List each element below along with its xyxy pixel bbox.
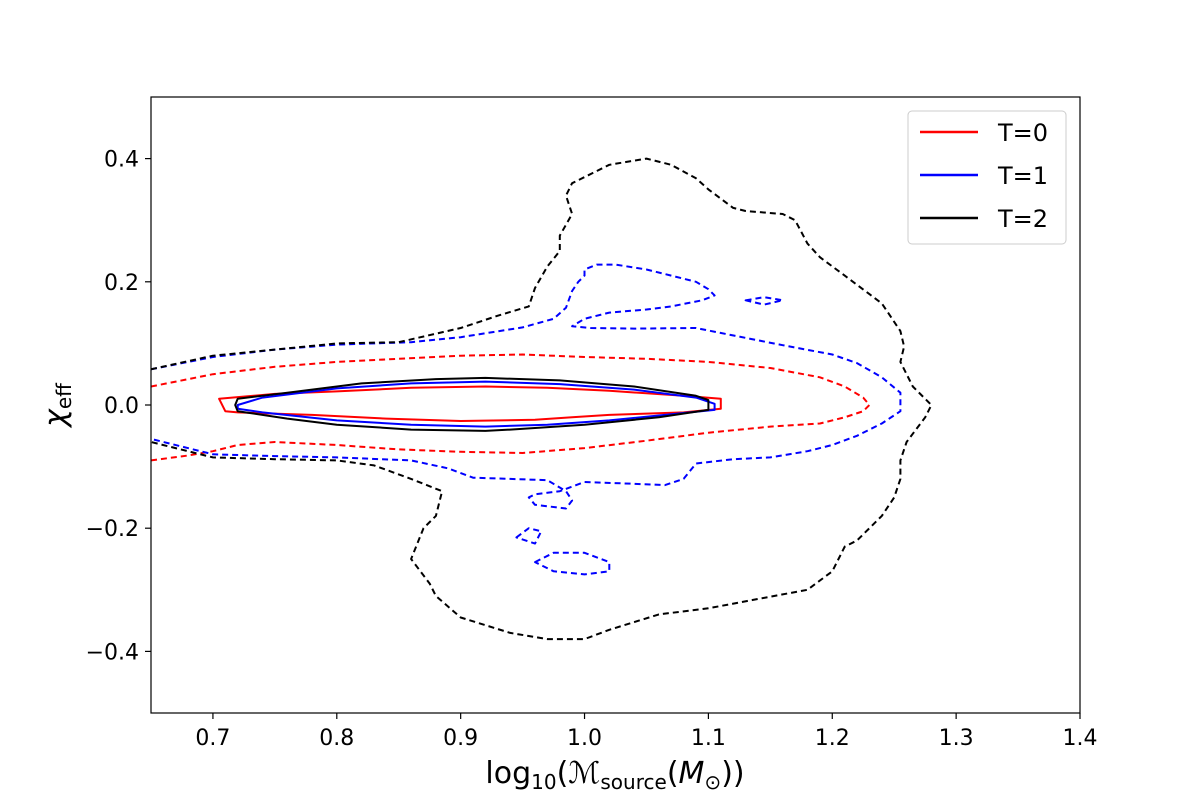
- contour-T1-solid-0: [236, 380, 716, 428]
- contour-T0-dashed-1: [151, 353, 871, 462]
- contour-T1-dashed-1: [151, 263, 902, 510]
- x-tick-label: 0.7: [195, 726, 230, 751]
- legend-label-t1: T=1: [997, 162, 1048, 190]
- y-axis-label: χeff: [38, 382, 76, 429]
- x-tick-label: 1.0: [567, 726, 602, 751]
- y-tick-label: −0.4: [86, 640, 139, 665]
- x-tick-label: 1.2: [815, 726, 850, 751]
- y-axis: −0.4 −0.2 0.0 0.2 0.4: [86, 148, 151, 665]
- legend-label-t0: T=0: [997, 119, 1048, 147]
- legend: T=0 T=1 T=2: [907, 110, 1067, 245]
- y-tick-label: 0.2: [104, 271, 139, 296]
- x-axis: 0.7 0.8 0.9 1.0 1.1 1.2 1.3 1.4: [195, 713, 1098, 751]
- x-tick-label: 1.1: [691, 726, 726, 751]
- legend-label-t2: T=2: [997, 205, 1048, 233]
- x-tick-label: 1.4: [1063, 726, 1098, 751]
- legend-box: [907, 110, 1067, 245]
- x-tick-label: 0.8: [319, 726, 354, 751]
- y-tick-label: 0.4: [104, 148, 139, 173]
- x-tick-label: 0.9: [443, 726, 478, 751]
- contour-T1-dashed-2: [744, 296, 784, 306]
- y-tick-label: 0.0: [104, 394, 139, 419]
- x-axis-label: log10(ℳsource(M⊙)): [485, 756, 744, 794]
- contour-T1-dashed-4: [534, 551, 611, 576]
- y-tick-label: −0.2: [86, 517, 139, 542]
- contour-T2-solid-0: [234, 376, 710, 432]
- contour-T2-dashed-1: [151, 157, 933, 641]
- contour-layer: [151, 157, 933, 641]
- contour-T1-dashed-3: [515, 527, 543, 545]
- x-tick-label: 1.3: [939, 726, 974, 751]
